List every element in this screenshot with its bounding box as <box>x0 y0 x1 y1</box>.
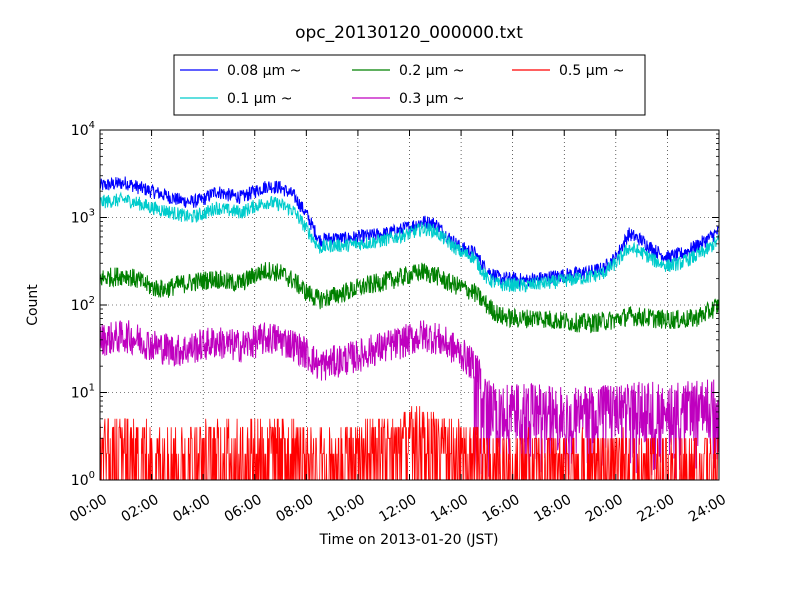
y-tick-label: 102 <box>71 295 95 314</box>
series-line-3 <box>100 320 719 480</box>
y-tick-label: 104 <box>71 120 95 139</box>
legend-label: 0.5 μm ~ <box>559 63 624 79</box>
y-axis: 100 101 102 103 104 <box>71 120 719 489</box>
series-line-2 <box>100 262 719 334</box>
legend-label: 0.1 μm ~ <box>227 91 292 107</box>
legend-label: 0.08 μm ~ <box>227 63 301 79</box>
legend: 0.08 μm ~ 0.1 μm ~ 0.2 μm ~ 0.3 μm ~ 0.5 μm … <box>173 54 646 116</box>
legend-label: 0.2 μm ~ <box>399 63 464 79</box>
y-tick-label: 100 <box>71 470 95 489</box>
y-axis-label: Count <box>25 284 41 326</box>
series-line-1 <box>100 191 719 293</box>
series-line-4 <box>100 406 719 480</box>
chart-title: opc_20130120_000000.txt <box>295 23 523 43</box>
y-tick-label: 103 <box>71 208 95 227</box>
plot-area <box>100 176 719 480</box>
x-axis-label: Time on 2013-01-20 (JST) <box>319 532 499 548</box>
legend-box <box>173 54 646 116</box>
y-tick-label: 101 <box>71 383 95 402</box>
legend-label: 0.3 μm ~ <box>399 91 464 107</box>
